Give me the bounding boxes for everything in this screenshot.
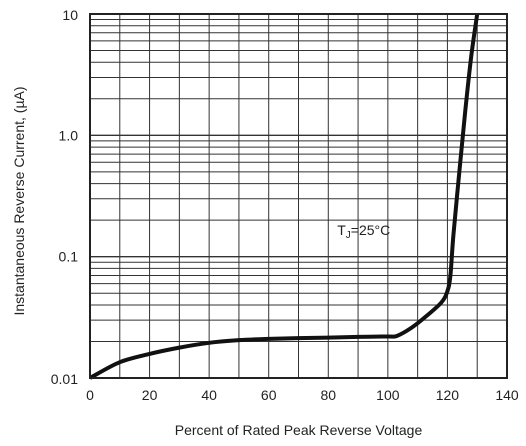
x-tick-label: 100 (376, 387, 400, 403)
x-tick-labels: 0 20 40 60 80 100 120 140 (86, 387, 519, 403)
x-tick-label: 20 (142, 387, 158, 403)
plot-frame (89, 13, 508, 379)
series-layer (89, 13, 480, 380)
y-tick-label: 0.01 (51, 371, 78, 387)
annotation-rest: =25°C (351, 222, 390, 238)
annotation-main: T (337, 222, 346, 238)
x-tick-label: 140 (495, 387, 519, 403)
x-axis-title: Percent of Rated Peak Reverse Voltage (175, 422, 423, 438)
x-tick-label: 120 (436, 387, 460, 403)
grid (90, 14, 507, 378)
annotation-subscript: J (346, 230, 351, 241)
x-tick-label: 0 (86, 387, 94, 403)
y-tick-label: 1.0 (59, 127, 79, 143)
y-tick-label: 0.1 (59, 249, 79, 265)
temperature-annotation: TJ=25°C (337, 222, 390, 241)
x-tick-label: 60 (261, 387, 277, 403)
x-tick-label: 40 (201, 387, 217, 403)
y-tick-labels: 0.01 0.1 1.0 10 (51, 7, 78, 387)
y-axis-title: Instantaneous Reverse Current, (µA) (11, 86, 27, 315)
y-tick-label: 10 (62, 7, 78, 23)
x-tick-label: 80 (320, 387, 336, 403)
series-line-reverse-current (89, 13, 480, 380)
